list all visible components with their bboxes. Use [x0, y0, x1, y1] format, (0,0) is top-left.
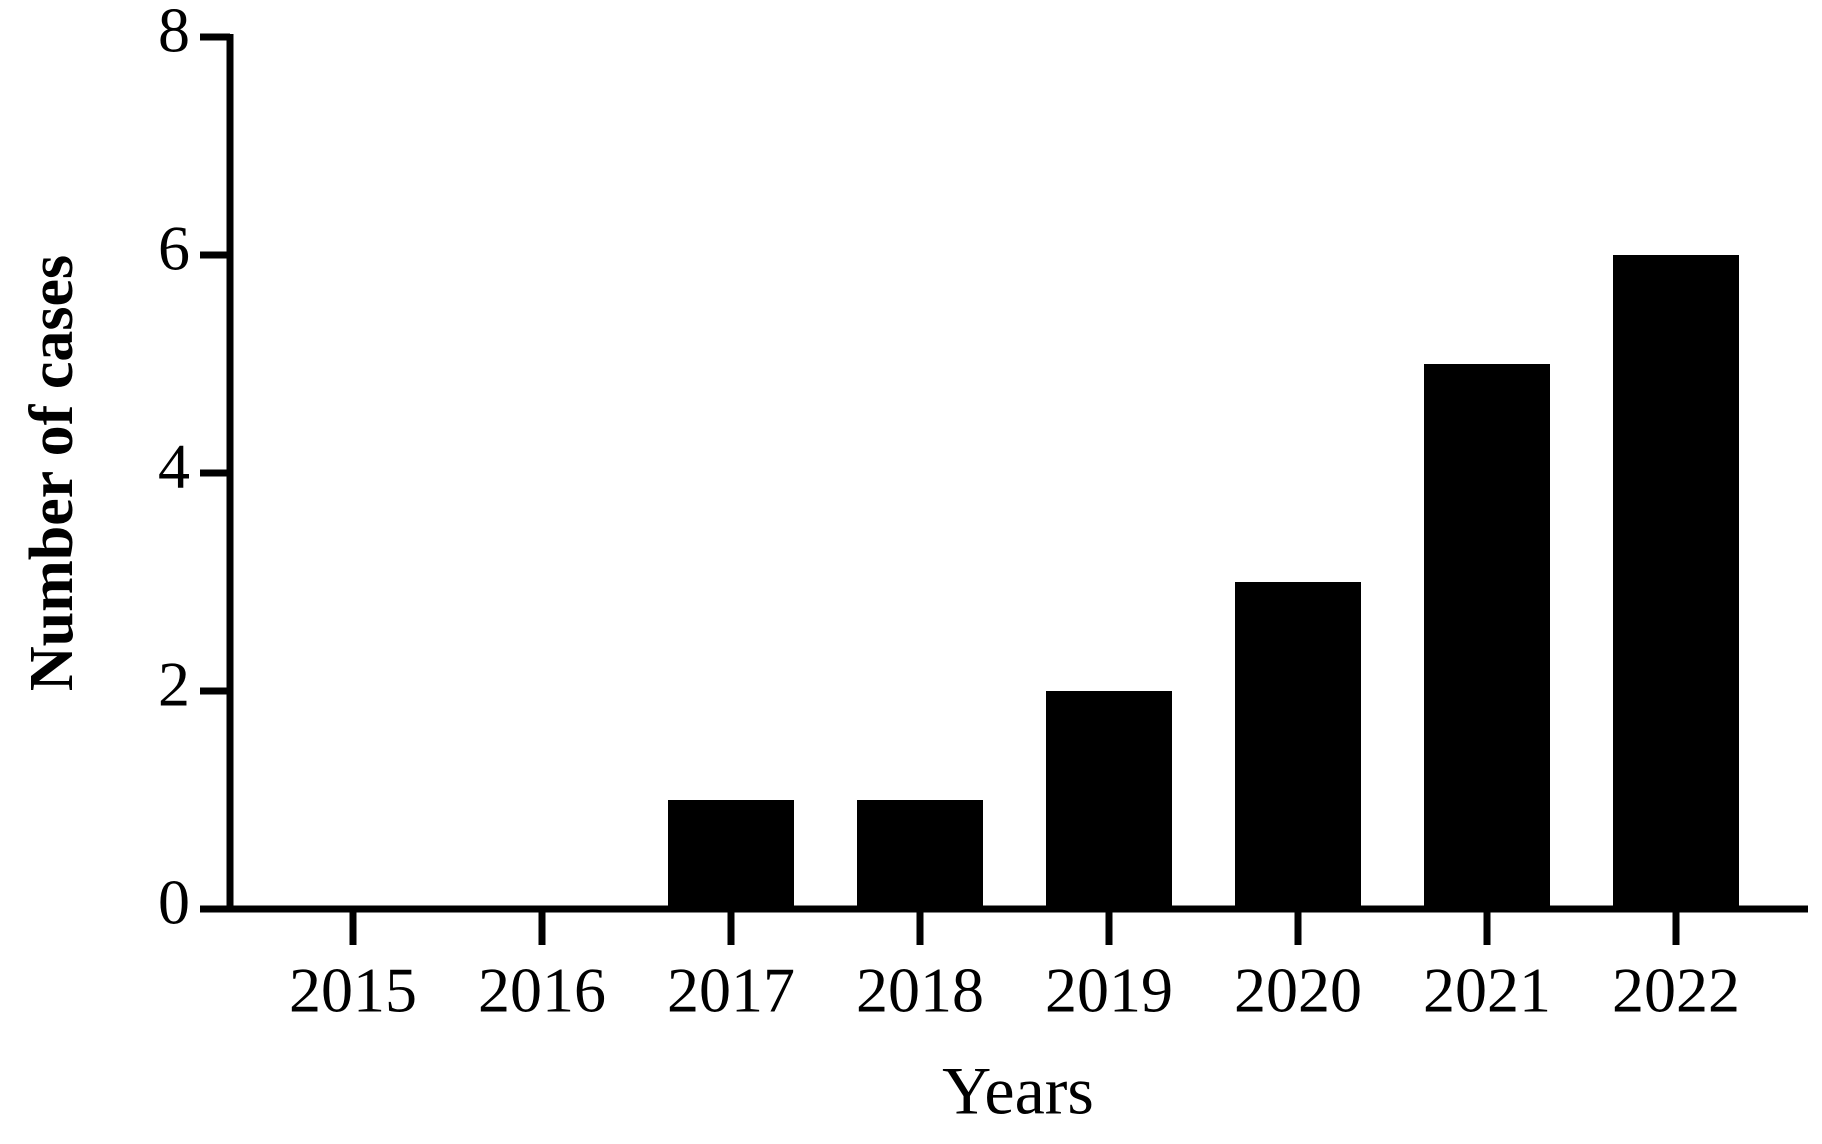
y-tick-label: 8	[158, 0, 190, 66]
bar	[668, 800, 794, 909]
x-axis-title: Years	[942, 1053, 1094, 1129]
y-tick-label: 6	[158, 213, 190, 284]
y-tick-label: 0	[158, 867, 190, 938]
x-tick-label: 2022	[1612, 955, 1740, 1026]
x-tick-label: 2019	[1045, 955, 1173, 1026]
bar	[1046, 691, 1172, 909]
y-tick-label: 4	[158, 431, 190, 502]
x-tick-label: 2021	[1423, 955, 1551, 1026]
x-tick-label: 2020	[1234, 955, 1362, 1026]
y-axis-title: Number of cases	[18, 255, 86, 691]
x-tick-label: 2015	[289, 955, 417, 1026]
x-tick-label: 2018	[856, 955, 984, 1026]
x-tick-label: 2017	[667, 955, 795, 1026]
bar	[1424, 364, 1550, 909]
bar	[857, 800, 983, 909]
y-tick-label: 2	[158, 649, 190, 720]
x-tick-label: 2016	[478, 955, 606, 1026]
bar	[1235, 582, 1361, 909]
bar	[1613, 255, 1739, 909]
